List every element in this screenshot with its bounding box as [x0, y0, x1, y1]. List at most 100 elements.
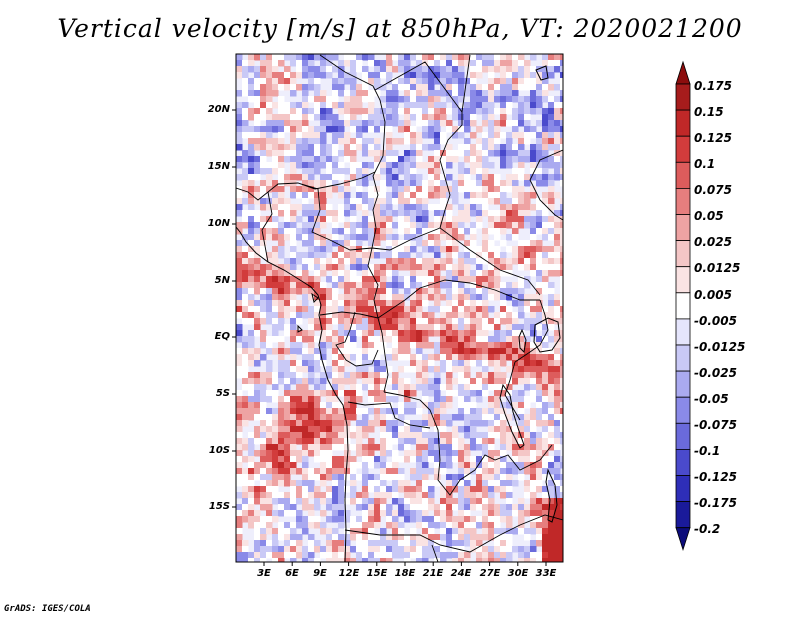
field-cell: [452, 252, 459, 259]
field-cell: [290, 342, 297, 349]
field-cell: [500, 162, 507, 169]
field-cell: [356, 186, 363, 193]
field-cell: [554, 174, 561, 181]
field-cell: [530, 246, 537, 253]
field-cell: [314, 168, 321, 175]
field-cell: [512, 480, 519, 487]
field-cell: [308, 540, 315, 547]
field-cell: [410, 456, 417, 463]
field-cell: [536, 132, 543, 139]
field-cell: [428, 360, 435, 367]
field-cell: [428, 270, 435, 277]
field-cell: [368, 408, 375, 415]
field-cell: [278, 420, 285, 427]
field-cell: [278, 504, 285, 511]
field-cell: [476, 168, 483, 175]
field-cell: [290, 144, 297, 151]
field-cell: [428, 486, 435, 493]
field-cell: [542, 168, 549, 175]
field-cell: [548, 468, 555, 475]
field-cell: [482, 522, 489, 529]
field-cell: [476, 264, 483, 271]
field-cell: [302, 168, 309, 175]
field-cell: [254, 288, 261, 295]
field-cell: [464, 240, 471, 247]
field-cell: [278, 102, 285, 109]
field-cell: [554, 228, 561, 235]
field-cell: [428, 114, 435, 121]
field-cell: [254, 228, 261, 235]
field-cell: [386, 270, 393, 277]
field-cell: [536, 240, 543, 247]
field-cell: [314, 348, 321, 355]
field-cell: [440, 462, 447, 469]
field-cell: [542, 270, 549, 277]
field-cell: [320, 108, 327, 115]
field-cell: [386, 330, 393, 337]
field-cell: [470, 144, 477, 151]
field-cell: [410, 204, 417, 211]
field-cell: [470, 192, 477, 199]
field-cell: [380, 504, 387, 511]
field-cell: [536, 306, 543, 313]
field-cell: [548, 426, 555, 433]
field-cell: [434, 300, 441, 307]
field-cell: [290, 324, 297, 331]
field-cell: [494, 174, 501, 181]
field-cell: [464, 300, 471, 307]
field-cell: [434, 132, 441, 139]
field-cell: [236, 306, 243, 313]
field-cell: [434, 468, 441, 475]
field-cell: [464, 246, 471, 253]
field-cell: [404, 318, 411, 325]
field-cell: [350, 312, 357, 319]
field-cell: [536, 438, 543, 445]
field-cell: [440, 90, 447, 97]
field-cell: [254, 72, 261, 79]
field-cell: [242, 288, 249, 295]
field-cell: [500, 360, 507, 367]
field-cell: [440, 66, 447, 73]
field-cell: [500, 330, 507, 337]
field-cell: [434, 108, 441, 115]
field-cell: [242, 492, 249, 499]
field-cell: [392, 252, 399, 259]
field-cell: [314, 354, 321, 361]
field-cell: [434, 288, 441, 295]
field-cell: [554, 378, 561, 385]
field-cell: [554, 138, 561, 145]
field-cell: [278, 186, 285, 193]
field-cell: [422, 474, 429, 481]
field-cell: [260, 252, 267, 259]
field-cell: [314, 156, 321, 163]
field-cell: [554, 342, 561, 349]
field-cell: [434, 78, 441, 85]
field-cell: [254, 462, 261, 469]
field-cell: [350, 372, 357, 379]
field-cell: [278, 60, 285, 67]
field-cell: [278, 480, 285, 487]
field-cell: [356, 396, 363, 403]
field-cell: [434, 258, 441, 265]
field-cell: [332, 342, 339, 349]
field-cell: [530, 396, 537, 403]
field-cell: [452, 96, 459, 103]
field-cell: [476, 558, 483, 562]
field-cell: [344, 60, 351, 67]
field-cell: [332, 474, 339, 481]
field-cell: [536, 456, 543, 463]
field-cell: [380, 348, 387, 355]
field-cell: [530, 312, 537, 319]
field-cell: [452, 444, 459, 451]
field-cell: [494, 402, 501, 409]
field-cell: [446, 72, 453, 79]
field-cell: [290, 354, 297, 361]
field-cell: [272, 258, 279, 265]
field-cell: [464, 336, 471, 343]
field-cell: [536, 180, 543, 187]
field-cell: [326, 240, 333, 247]
field-cell: [530, 300, 537, 307]
field-cell: [338, 132, 345, 139]
field-cell: [260, 498, 267, 505]
field-cell: [332, 306, 339, 313]
